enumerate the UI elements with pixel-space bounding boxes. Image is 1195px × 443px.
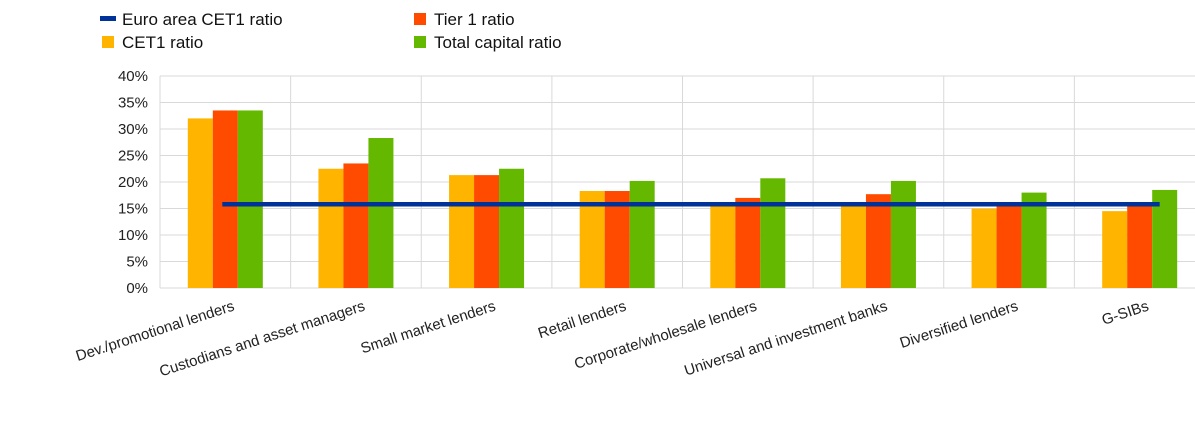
- y-tick-label: 30%: [118, 121, 148, 138]
- bar-cet1-ratio: [840, 205, 866, 288]
- legend-swatch-euro-area-cet1: [100, 16, 116, 21]
- bar-tier-1-ratio: [735, 197, 761, 288]
- y-tick-label: 5%: [126, 254, 148, 271]
- x-category-label: Retail lenders: [536, 298, 628, 343]
- legend-swatch-cet1: [102, 36, 114, 48]
- y-tick-label: 15%: [118, 201, 148, 218]
- bar-total-capital-ratio: [890, 180, 916, 288]
- bar-cet1-ratio: [318, 168, 344, 288]
- bar-tier-1-ratio: [865, 194, 891, 288]
- bar-tier-1-ratio: [604, 191, 630, 288]
- y-tick-label: 40%: [118, 68, 148, 85]
- bar-total-capital-ratio: [760, 178, 786, 288]
- bar-tier-1-ratio: [474, 175, 500, 288]
- y-tick-label: 0%: [126, 280, 148, 297]
- legend-swatch-tier1: [414, 13, 426, 25]
- legend: Euro area CET1 ratio CET1 ratio Tier 1 rat…: [100, 10, 562, 52]
- bars: [187, 110, 1178, 289]
- bar-cet1-ratio: [1102, 211, 1128, 288]
- bar-tier-1-ratio: [212, 110, 238, 288]
- bar-total-capital-ratio: [237, 110, 263, 288]
- bar-tier-1-ratio: [996, 205, 1022, 288]
- bar-cet1-ratio: [971, 208, 997, 288]
- bar-cet1-ratio: [710, 205, 736, 288]
- y-tick-label: 10%: [118, 227, 148, 244]
- legend-label: Euro area CET1 ratio: [122, 10, 283, 29]
- bar-cet1-ratio: [449, 175, 475, 288]
- x-category-label: Small market lenders: [359, 298, 498, 358]
- bar-total-capital-ratio: [629, 180, 655, 288]
- legend-label: Total capital ratio: [434, 33, 562, 52]
- bar-cet1-ratio: [187, 118, 213, 289]
- bar-tier-1-ratio: [1127, 203, 1153, 288]
- legend-label: Tier 1 ratio: [434, 10, 515, 29]
- bar-tier-1-ratio: [343, 163, 369, 288]
- y-tick-label: 20%: [118, 174, 148, 191]
- bar-cet1-ratio: [579, 191, 605, 288]
- x-category-label: Custodians and asset managers: [157, 298, 367, 381]
- x-category-label: Diversified lenders: [898, 298, 1021, 352]
- bar-total-capital-ratio: [1021, 192, 1047, 288]
- legend-label: CET1 ratio: [122, 33, 203, 52]
- bar-total-capital-ratio: [368, 138, 394, 288]
- y-tick-label: 35%: [118, 95, 148, 112]
- y-axis: 0% 5% 10% 15% 20% 25% 30% 35% 40%: [118, 68, 148, 297]
- y-tick-label: 25%: [118, 148, 148, 165]
- legend-swatch-total-capital: [414, 36, 426, 48]
- bar-total-capital-ratio: [499, 168, 525, 288]
- x-category-label: G-SIBs: [1100, 298, 1151, 329]
